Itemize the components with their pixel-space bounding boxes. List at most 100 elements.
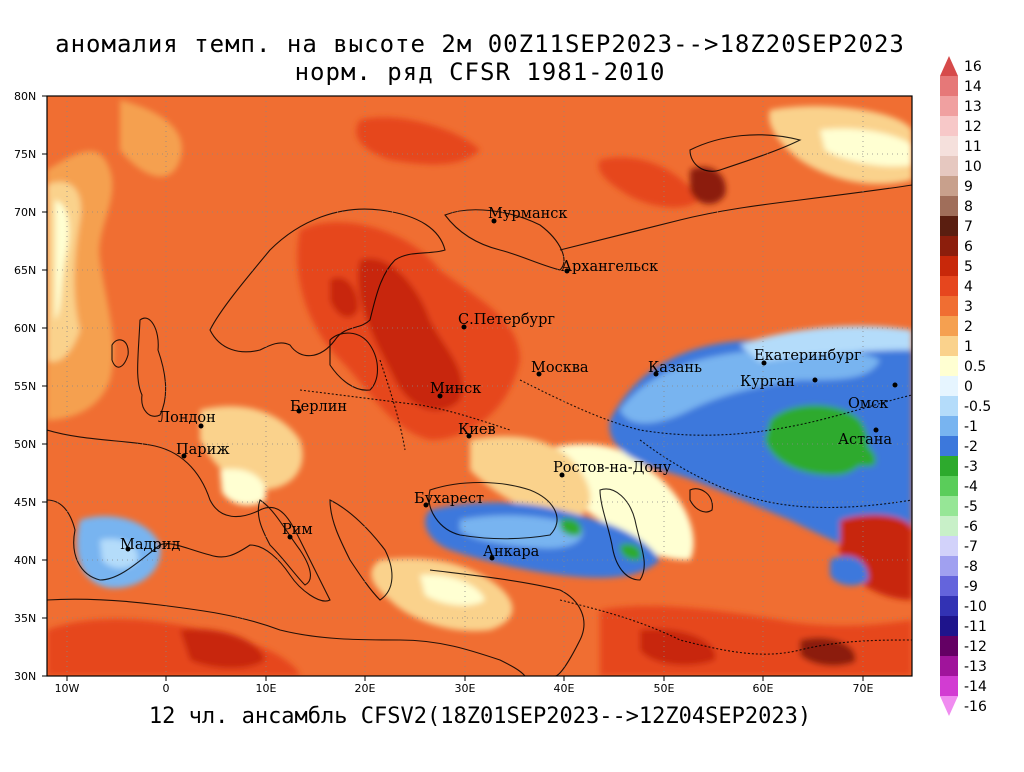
colorbar-swatch <box>940 496 958 517</box>
colorbar-swatch <box>940 576 958 597</box>
lat-tick-40: 40N <box>14 554 36 567</box>
coastlines <box>47 134 912 676</box>
lat-tick-80: 80N <box>14 90 36 103</box>
city-dot-ekaterinburg <box>761 360 767 366</box>
colorbar-swatch <box>940 76 958 97</box>
colorbar-label: -2 <box>964 439 978 455</box>
colorbar-swatch <box>940 116 958 137</box>
colorbar-label: -7 <box>964 539 978 555</box>
city-label-madrid: Мадрид <box>120 537 180 553</box>
city-label-bucharest: Бухарест <box>414 491 484 507</box>
city-label-rome: Рим <box>282 522 313 538</box>
colorbar: 16 14 13 12 11 10 9 8 7 6 5 4 3 2 1 0.5 0 -0.5 -1 -2 -3 -4 -5 -… <box>940 56 991 716</box>
lat-tick-60: 60N <box>14 322 36 335</box>
city-dot-ankara <box>489 555 495 561</box>
city-label-berlin: Берлин <box>290 399 347 415</box>
lat-tick-55: 55N <box>14 380 36 393</box>
lat-tick-35: 35N <box>14 612 36 625</box>
city-label-omsk: Омск <box>848 396 888 412</box>
city-dot-minsk <box>437 393 443 399</box>
colorbar-swatch <box>940 636 958 657</box>
lat-tick-45: 45N <box>14 496 36 509</box>
colorbar-label: -8 <box>964 559 978 575</box>
colorbar-swatch <box>940 96 958 117</box>
colorbar-swatch <box>940 376 958 397</box>
lat-tick-30: 30N <box>14 670 36 683</box>
colorbar-swatch <box>940 396 958 417</box>
city-dot-kurgan <box>812 377 818 383</box>
lon-tick-10e: 10E <box>256 682 277 695</box>
colorbar-swatch <box>940 456 958 477</box>
colorbar-label: 3 <box>964 299 973 315</box>
city-label-paris: Париж <box>176 442 230 458</box>
city-label-ekaterinburg: Екатеринбург <box>754 348 862 364</box>
city-label-stpetersburg: С.Петербург <box>458 312 555 328</box>
lon-tick-20e: 20E <box>355 682 376 695</box>
colorbar-label: -1 <box>964 419 978 435</box>
colorbar-label: -13 <box>964 659 987 675</box>
colorbar-swatch <box>940 476 958 497</box>
colorbar-label: -3 <box>964 459 978 475</box>
colorbar-swatch <box>940 256 958 277</box>
colorbar-label: 13 <box>964 99 982 115</box>
colorbar-label: 12 <box>964 119 982 135</box>
colorbar-label: -6 <box>964 519 978 535</box>
colorbar-label: -11 <box>964 619 987 635</box>
city-dot-kyiv <box>466 433 472 439</box>
colorbar-label: -14 <box>964 679 987 695</box>
city-label-rostov: Ростов-на-Дону <box>553 460 672 476</box>
colorbar-swatch <box>940 536 958 557</box>
lon-tick-60e: 60E <box>753 682 774 695</box>
colorbar-label: 16 <box>964 59 982 75</box>
colorbar-swatch <box>940 276 958 297</box>
colorbar-swatch <box>940 516 958 537</box>
lat-tick-75: 75N <box>14 148 36 161</box>
colorbar-swatch <box>940 616 958 637</box>
grid-lines <box>47 96 912 676</box>
colorbar-label: -5 <box>964 499 978 515</box>
city-dot-bucharest <box>423 502 429 508</box>
colorbar-label: -10 <box>964 599 987 615</box>
colorbar-swatch <box>940 196 958 217</box>
city-label-arkhangelsk: Архангельск <box>561 259 658 275</box>
colorbar-label: 0.5 <box>964 359 986 375</box>
city-dot-astana <box>873 427 879 433</box>
colorbar-label: -9 <box>964 579 978 595</box>
city-dot-rostov <box>559 472 565 478</box>
map-caption: 12 чл. ансамбль CFSV2(18Z01SEP2023-->12Z… <box>148 704 812 729</box>
lon-tick-70e: 70E <box>853 682 874 695</box>
city-label-london: Лондон <box>158 410 216 426</box>
colorbar-swatch <box>940 56 958 76</box>
colorbar-swatch <box>940 316 958 337</box>
colorbar-label: 7 <box>964 219 973 235</box>
city-label-murmansk: Мурманск <box>488 206 567 222</box>
colorbar-swatch <box>940 336 958 357</box>
city-dot-arkhangelsk <box>564 268 570 274</box>
colorbar-label: 1 <box>964 339 973 355</box>
city-dot-london <box>198 423 204 429</box>
colorbar-swatch <box>940 696 958 716</box>
lon-tick-0: 0 <box>163 682 170 695</box>
colorbar-label: 2 <box>964 319 973 335</box>
colorbar-swatch <box>940 356 958 377</box>
city-label-kyiv: Киев <box>458 422 496 438</box>
city-label-kurgan: Курган <box>740 374 795 390</box>
city-markers: Мурманск Архангельск С.Петербург Москва … <box>120 206 898 561</box>
colorbar-swatch <box>940 676 958 697</box>
map-title: аномалия темп. на высоте 2м 00Z11SEP2023… <box>55 30 905 58</box>
lat-tick-50: 50N <box>14 438 36 451</box>
map-subtitle: норм. ряд CFSR 1981-2010 <box>294 58 666 86</box>
city-dot-kazan <box>653 371 659 377</box>
colorbar-swatch <box>940 176 958 197</box>
city-dot-madrid <box>125 546 131 552</box>
city-dot-omsk <box>892 382 898 388</box>
colorbar-label: -4 <box>964 479 978 495</box>
colorbar-label: -12 <box>964 639 987 655</box>
colorbar-swatch <box>940 416 958 437</box>
lon-tick-30e: 30E <box>455 682 476 695</box>
colorbar-swatch <box>940 596 958 617</box>
colorbar-label: 11 <box>964 139 982 155</box>
colorbar-swatch <box>940 436 958 457</box>
colorbar-swatch <box>940 236 958 257</box>
colorbar-label: 8 <box>964 199 973 215</box>
